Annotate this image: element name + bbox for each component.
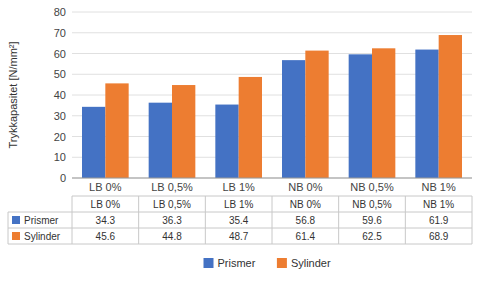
table-value: 62.5 [362, 231, 382, 242]
bar [215, 105, 238, 178]
legend-label: Sylinder [291, 257, 331, 269]
grid [72, 12, 472, 178]
x-tick-label: NB 1% [422, 181, 456, 193]
table-swatch [12, 232, 20, 240]
bar [149, 103, 172, 178]
table-value: 35.4 [229, 215, 249, 226]
table-border [8, 212, 9, 244]
table-border [405, 196, 406, 244]
table-value: 68.9 [429, 231, 449, 242]
table-value: 44.8 [162, 231, 182, 242]
table-value: 61.9 [429, 215, 449, 226]
table-value: 61.4 [296, 231, 316, 242]
bar [282, 60, 305, 178]
table-swatch [12, 216, 20, 224]
table-header: LB 0,5% [153, 199, 191, 210]
table-header: NB 1% [423, 199, 454, 210]
legend-label: Prismer [218, 257, 256, 269]
y-tick-label: 0 [60, 172, 66, 184]
table-border [8, 212, 472, 213]
y-tick-label: 80 [54, 6, 66, 18]
y-tick-label: 10 [54, 151, 66, 163]
table-border [72, 196, 73, 244]
bar [82, 107, 105, 178]
y-tick-label: 20 [54, 131, 66, 143]
x-tick-label: LB 1% [222, 181, 255, 193]
table-header: LB 1% [224, 199, 254, 210]
legend-swatch [204, 258, 214, 268]
grid-line [72, 95, 472, 96]
table-border [138, 196, 139, 244]
table-header: LB 0% [91, 199, 121, 210]
grid-line [72, 12, 472, 13]
x-axis-line [72, 178, 472, 179]
grid-line [72, 53, 472, 54]
table-value: 48.7 [229, 231, 249, 242]
chart-container: 0 10 20 30 40 50 60 70 80 Trykkapasitet [N/mm²] LB… [0, 0, 480, 289]
legend-swatch [277, 258, 287, 268]
y-tick-label: 50 [54, 68, 66, 80]
table-value: 34.3 [96, 215, 116, 226]
grid-line [72, 178, 472, 179]
table-row-label: Sylinder [24, 231, 61, 242]
table-value: 59.6 [362, 215, 382, 226]
legend: Prismer Sylinder [204, 257, 331, 269]
bar [372, 48, 395, 178]
x-tick-label: NB 0% [288, 181, 322, 193]
x-tick-label: LB 0% [89, 181, 122, 193]
x-tick-label: LB 0,5% [151, 181, 193, 193]
table-border [338, 196, 339, 244]
table-border [272, 196, 273, 244]
table-value: 56.8 [296, 215, 316, 226]
table-border [8, 228, 472, 229]
bars [82, 35, 462, 178]
bar [239, 77, 262, 178]
y-tick-label: 30 [54, 110, 66, 122]
data-table: LB 0% LB 0,5% LB 1% NB 0% NB 0,5% NB 1% Prisme… [8, 196, 472, 244]
grid-line [72, 157, 472, 158]
grid-line [72, 136, 472, 137]
bar [105, 83, 128, 178]
y-axis-label: Trykkapasitet [N/mm²] [7, 41, 19, 148]
bar [172, 85, 195, 178]
x-tick-label: NB 0,5% [350, 181, 394, 193]
table-border [205, 196, 206, 244]
bar [415, 50, 438, 178]
table-border [8, 244, 472, 245]
y-tick-label: 70 [54, 27, 66, 39]
table-border [472, 196, 473, 244]
bar [305, 51, 328, 178]
grid-line [72, 115, 472, 116]
y-tick-label: 60 [54, 48, 66, 60]
y-tick-label: 40 [54, 89, 66, 101]
bar [349, 54, 372, 178]
grid-line [72, 74, 472, 75]
grid-line [72, 32, 472, 33]
table-value: 36.3 [162, 215, 182, 226]
table-value: 45.6 [96, 231, 116, 242]
table-header: NB 0% [290, 199, 321, 210]
table-row-label: Prismer [24, 215, 59, 226]
chart-svg: 0 10 20 30 40 50 60 70 80 Trykkapasitet [N/mm²] LB… [0, 0, 480, 289]
bar [439, 35, 462, 178]
table-header: NB 0,5% [352, 199, 392, 210]
